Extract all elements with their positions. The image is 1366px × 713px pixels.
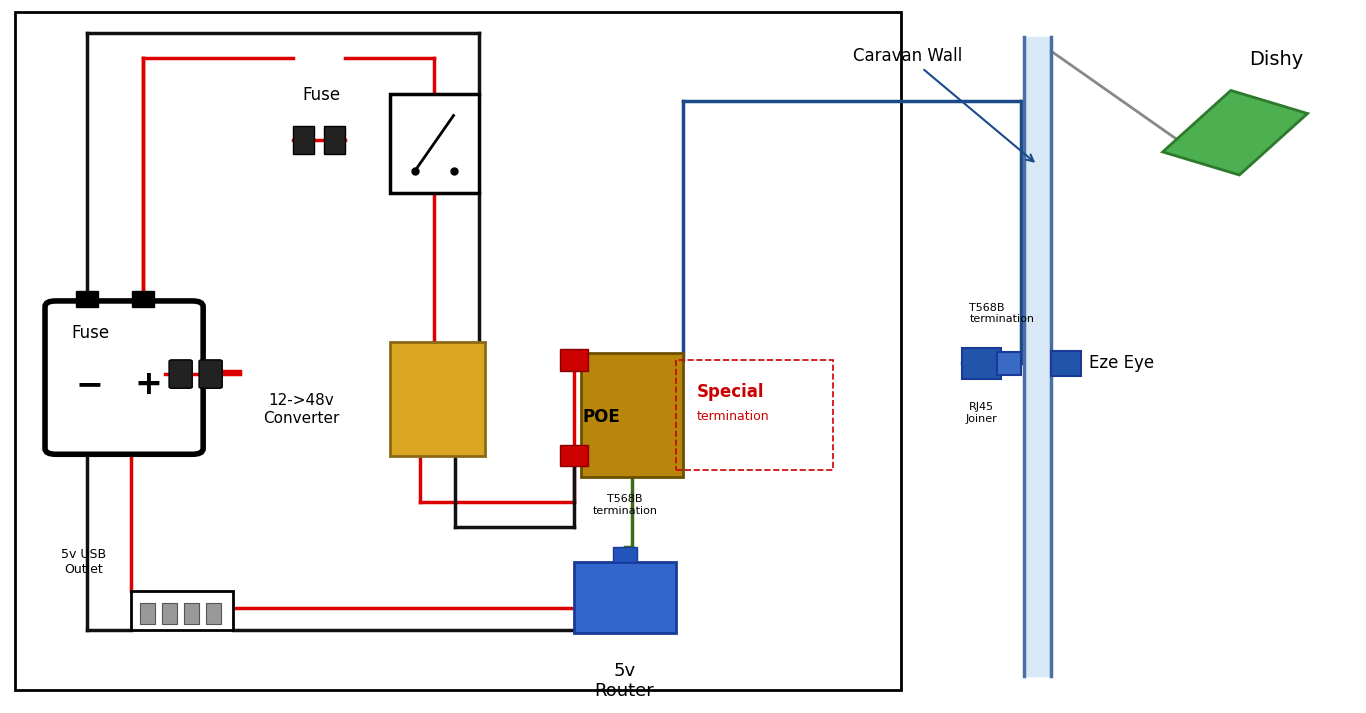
Bar <box>133 291 154 307</box>
Text: −: − <box>76 368 104 401</box>
Text: Caravan Wall: Caravan Wall <box>854 47 1034 161</box>
Text: Eze Eye: Eze Eye <box>1089 354 1154 372</box>
Text: 5v USB
Outlet: 5v USB Outlet <box>60 548 105 576</box>
Text: T568B
termination: T568B termination <box>593 494 657 516</box>
Bar <box>76 291 98 307</box>
Bar <box>184 602 199 624</box>
Polygon shape <box>294 125 314 154</box>
FancyBboxPatch shape <box>963 348 1001 379</box>
Bar <box>141 602 156 624</box>
FancyBboxPatch shape <box>997 352 1020 375</box>
FancyBboxPatch shape <box>560 349 587 371</box>
Text: Fuse: Fuse <box>303 86 340 104</box>
Text: Fuse: Fuse <box>71 324 109 342</box>
Text: POE: POE <box>582 408 620 426</box>
Text: 12->48v
Converter: 12->48v Converter <box>264 394 340 426</box>
Text: termination: termination <box>697 410 769 423</box>
FancyBboxPatch shape <box>389 93 478 193</box>
Polygon shape <box>325 125 346 154</box>
FancyBboxPatch shape <box>389 342 485 456</box>
FancyBboxPatch shape <box>131 590 234 630</box>
FancyBboxPatch shape <box>560 445 587 466</box>
FancyBboxPatch shape <box>169 360 193 389</box>
FancyBboxPatch shape <box>45 301 204 454</box>
Bar <box>206 602 221 624</box>
FancyBboxPatch shape <box>581 353 683 477</box>
FancyBboxPatch shape <box>613 547 638 562</box>
FancyBboxPatch shape <box>1162 91 1307 175</box>
Text: +: + <box>135 368 163 401</box>
Text: T568B
termination: T568B termination <box>970 303 1034 324</box>
FancyBboxPatch shape <box>199 360 223 389</box>
Text: Dishy: Dishy <box>1249 50 1303 69</box>
Bar <box>163 602 178 624</box>
Text: Special: Special <box>697 383 764 401</box>
FancyBboxPatch shape <box>574 562 676 633</box>
Text: RJ45
Joiner: RJ45 Joiner <box>966 402 997 424</box>
Text: 5v
Router: 5v Router <box>594 662 654 700</box>
FancyBboxPatch shape <box>1050 351 1081 376</box>
